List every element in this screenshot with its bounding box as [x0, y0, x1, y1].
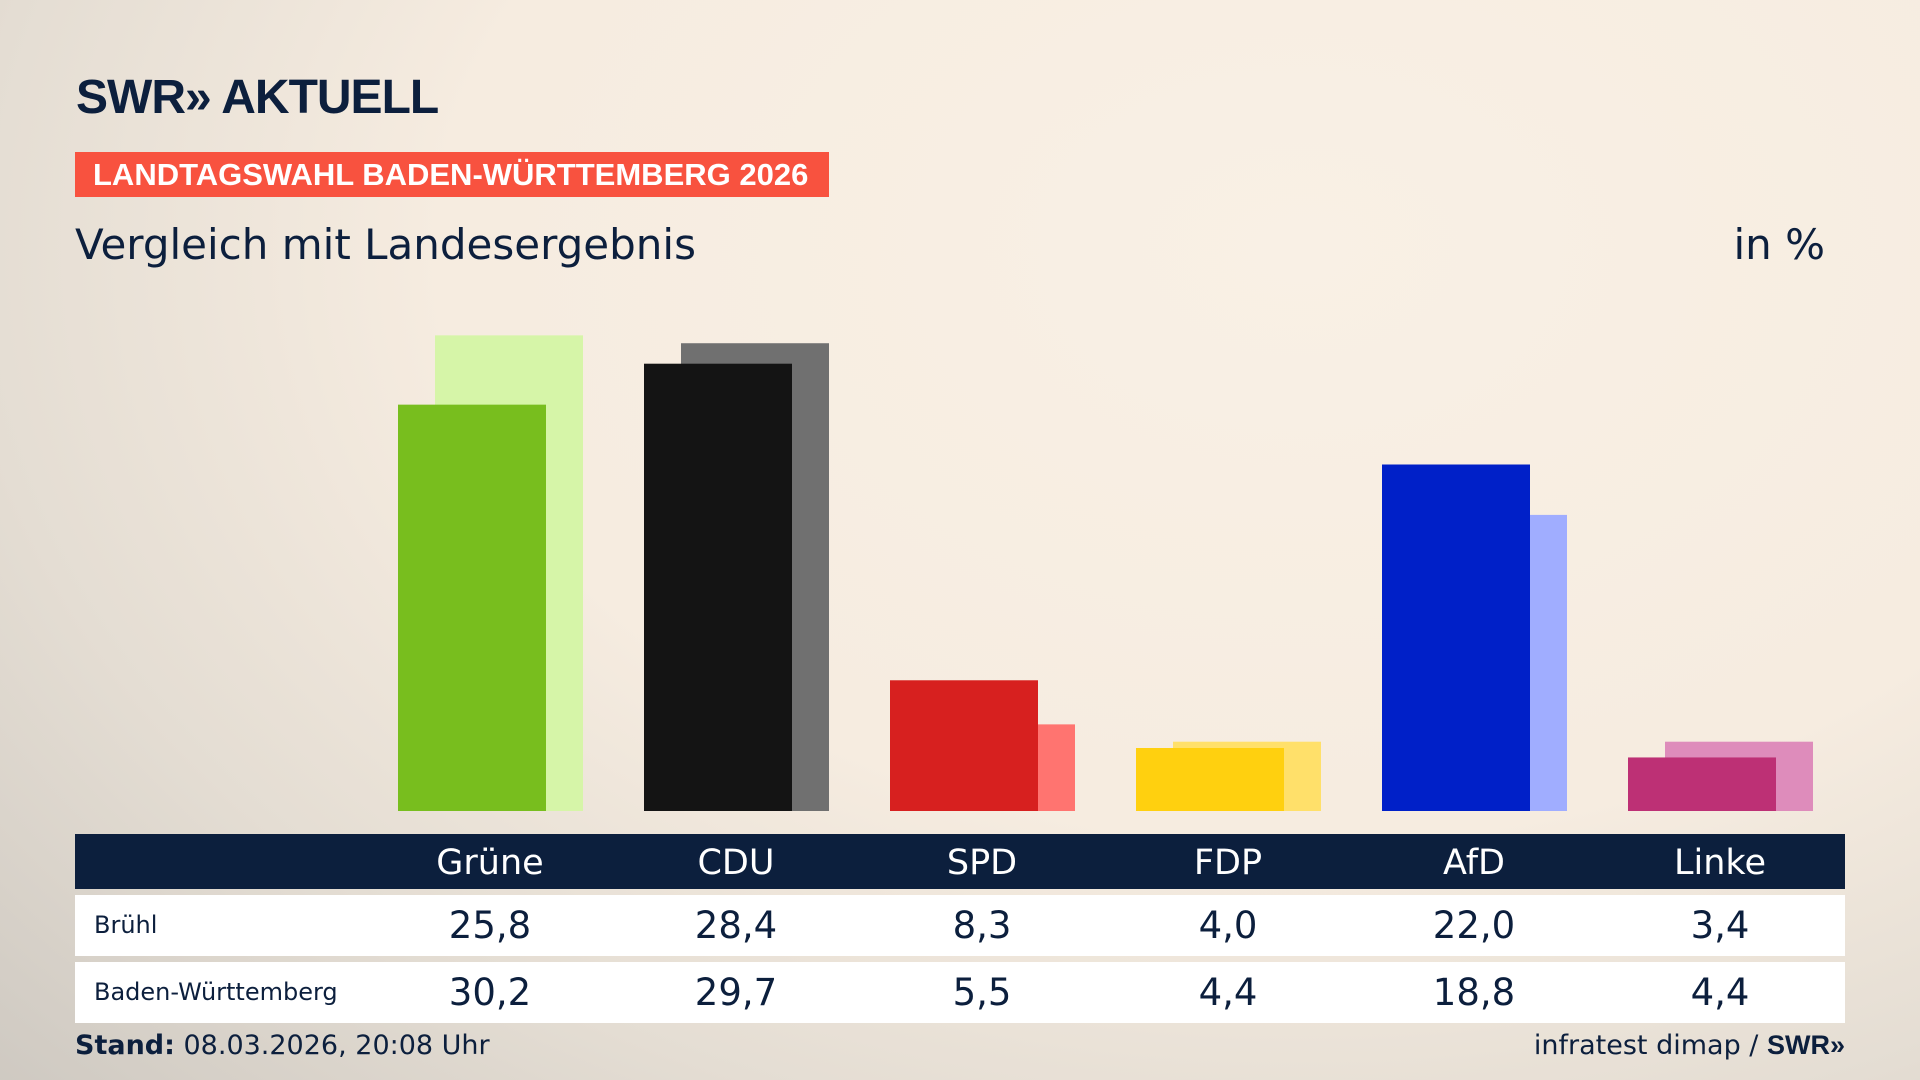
- table-header: Grüne CDU SPD FDP AfD Linke: [75, 834, 1845, 889]
- value-cell: 29,7: [694, 971, 778, 1014]
- chart-subtitle: Vergleich mit Landesergebnis: [75, 220, 696, 269]
- row-label: Baden-Württemberg: [94, 978, 338, 1006]
- value-cell: 5,5: [952, 971, 1012, 1014]
- value-cell: 4,4: [1198, 971, 1258, 1014]
- party-header: CDU: [697, 843, 775, 883]
- local-bar-grüne: [398, 404, 546, 811]
- value-cell: 25,8: [448, 904, 532, 947]
- value-cell: 4,4: [1690, 971, 1750, 1014]
- source-text: infratest dimap /: [1533, 1030, 1767, 1061]
- table-row: Brühl 25,8 28,4 8,3 4,0 22,0 3,4: [75, 895, 1845, 956]
- value-cell: 28,4: [694, 904, 778, 947]
- results-table: Grüne CDU SPD FDP AfD Linke Brühl 25,8 28,4 8,3…: [75, 834, 1845, 1023]
- party-header: FDP: [1193, 843, 1263, 883]
- bar-chart: [398, 335, 1813, 811]
- local-bar-cdu: [644, 363, 792, 811]
- value-cell: 18,8: [1432, 971, 1516, 1014]
- local-bar-spd: [890, 680, 1038, 811]
- party-header: SPD: [946, 843, 1018, 883]
- party-header: Grüne: [436, 843, 544, 883]
- row-label: Brühl: [94, 911, 158, 939]
- value-cell: 8,3: [952, 904, 1012, 947]
- source: infratest dimap / SWR»: [1534, 1030, 1845, 1061]
- value-cell: 30,2: [448, 971, 532, 1014]
- stand-value: 08.03.2026, 20:08 Uhr: [174, 1030, 490, 1061]
- value-cell: 22,0: [1432, 904, 1516, 947]
- election-banner: LANDTAGSWAHL BADEN-WÜRTTEMBERG 2026: [75, 152, 829, 197]
- party-header: Linke: [1674, 843, 1766, 883]
- local-bar-fdp: [1136, 748, 1284, 811]
- stand-label: Stand:: [75, 1030, 175, 1061]
- unit-label: in %: [1733, 220, 1825, 269]
- value-cell: 3,4: [1690, 904, 1750, 947]
- swr-aktuell-logo: SWR» AKTUELL: [76, 71, 439, 124]
- value-cell: 4,0: [1198, 904, 1258, 947]
- timestamp: Stand: 08.03.2026, 20:08 Uhr: [75, 1030, 490, 1061]
- table-row: Baden-Württemberg 30,2 29,7 5,5 4,4 18,8 4,4: [75, 962, 1845, 1023]
- swr-logo: SWR»: [1766, 1030, 1845, 1060]
- local-bar-linke: [1628, 757, 1776, 811]
- party-header: AfD: [1443, 843, 1505, 883]
- local-bar-afd: [1382, 464, 1530, 811]
